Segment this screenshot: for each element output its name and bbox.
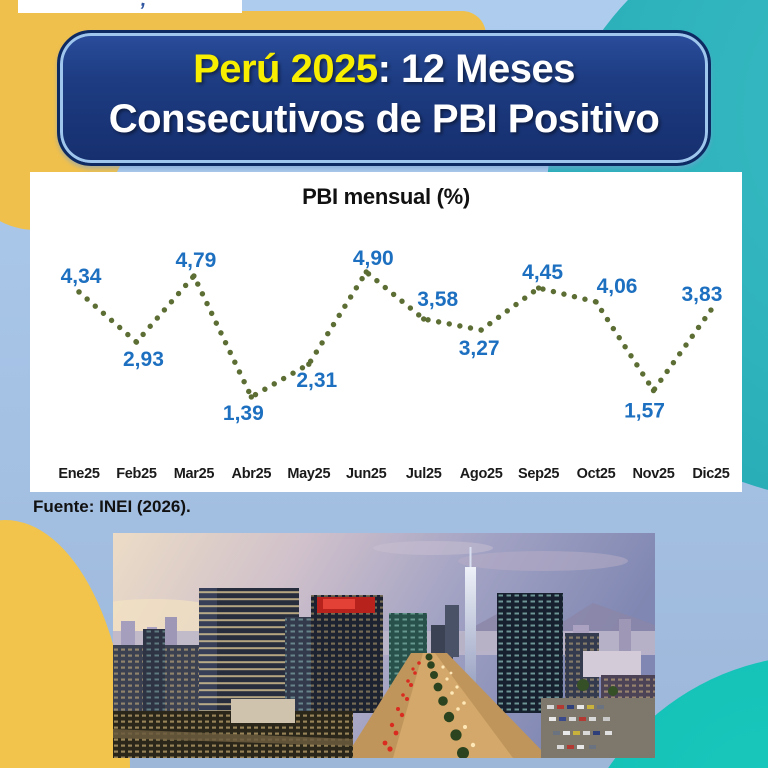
data-point: [133, 339, 140, 345]
value-label: 3,83: [682, 283, 723, 306]
category-label: Nov25: [632, 466, 674, 482]
chart-title: PBI mensual (%): [302, 184, 470, 209]
cropped-header-strip: ,: [18, 0, 242, 13]
category-label: Mar25: [174, 466, 215, 482]
banner-line1-rest: : 12 Meses: [377, 47, 576, 91]
value-label: 2,93: [123, 348, 164, 371]
pbi-monthly-line-chart: 4,34 Ene25 2,93 Feb25 4,79 Mar25 1,39 Abr25 2,31…: [58, 247, 730, 482]
category-label: Jun25: [346, 466, 387, 482]
value-label: 1,57: [624, 400, 665, 423]
data-point: [76, 289, 82, 295]
category-label: Feb25: [116, 466, 157, 482]
value-label: 3,27: [459, 337, 500, 360]
banner-line1: Perú 2025: 12 Meses: [60, 44, 708, 94]
value-label: 1,39: [223, 402, 264, 425]
category-label: Dic25: [692, 466, 729, 482]
data-point: [306, 361, 312, 367]
data-point: [421, 316, 427, 322]
data-point: [248, 394, 255, 400]
value-label: 4,06: [597, 275, 638, 298]
title-banner: Perú 2025: 12 Meses Consecutivos de PBI …: [57, 30, 711, 166]
data-point: [593, 299, 599, 305]
category-label: Ago25: [460, 466, 503, 482]
chart-panel: PBI mensual (%) 4,34 Ene25 2,93 Feb25 4,79 Ma…: [30, 172, 742, 492]
data-point: [708, 307, 714, 313]
source-note: Fuente: INEI (2026).: [33, 497, 191, 516]
data-point: [363, 269, 369, 275]
value-label: 2,31: [296, 369, 337, 392]
value-label: 4,90: [353, 247, 394, 270]
lima-skyline-illustration: [113, 533, 655, 758]
category-label: Sep25: [518, 466, 559, 482]
banner-line2: Consecutivos de PBI Positivo: [108, 97, 660, 141]
data-point: [478, 327, 484, 333]
category-label: Jul25: [406, 466, 442, 482]
lima-skyline-photo: [113, 533, 655, 758]
value-label: 4,79: [175, 249, 216, 272]
cropped-text-mark: ,: [138, 0, 149, 12]
category-label: Ene25: [58, 466, 99, 482]
category-label: Abr25: [232, 466, 272, 482]
data-point: [650, 387, 657, 394]
dotted-trend-line: [76, 269, 714, 400]
category-label: Oct25: [577, 466, 616, 482]
banner-highlight: Perú 2025: [193, 47, 378, 91]
data-point: [191, 273, 197, 279]
value-label: 3,58: [417, 288, 458, 311]
decor-yellow-circle-bottomleft: [0, 520, 130, 768]
value-label: 4,45: [522, 261, 563, 284]
category-label: May25: [287, 466, 330, 482]
value-label: 4,34: [61, 265, 102, 288]
data-point: [535, 285, 542, 291]
